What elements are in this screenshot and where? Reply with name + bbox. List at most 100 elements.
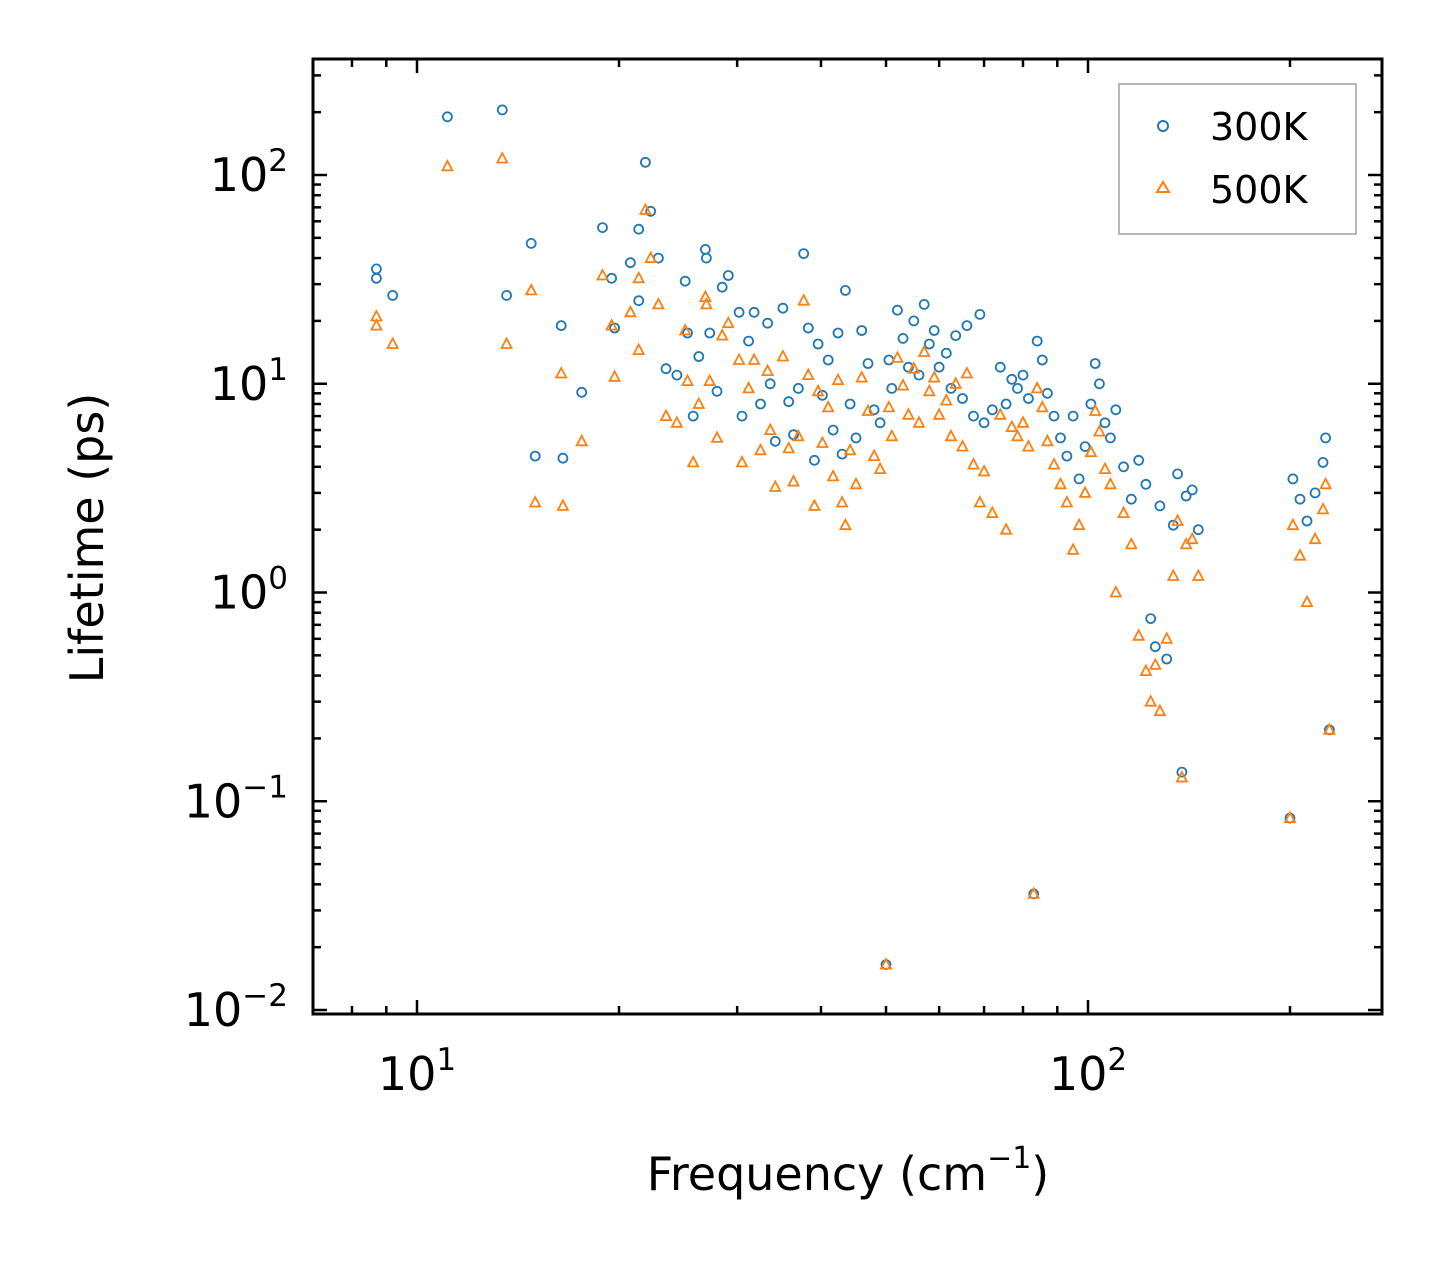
point-500k [1308, 531, 1322, 545]
point-300k [850, 432, 862, 444]
point-500k [1027, 886, 1041, 899]
point-500k [1166, 568, 1180, 581]
point-300k [827, 424, 839, 436]
point-300k [711, 385, 723, 397]
point-300k [671, 369, 683, 381]
point-300k [633, 295, 645, 307]
point-300k [764, 378, 776, 390]
point-500k [912, 415, 926, 428]
point-500k [821, 399, 835, 413]
point-500k [967, 457, 980, 470]
point-300k [1154, 500, 1166, 512]
point-500k [861, 403, 875, 416]
point-500k [791, 428, 805, 442]
point-300k [1036, 354, 1048, 366]
point-300k [1317, 456, 1329, 468]
point-300k [370, 272, 382, 284]
point-300k [529, 450, 541, 462]
point-300k [736, 410, 748, 422]
legend-box [1118, 83, 1357, 235]
point-500k [575, 433, 589, 447]
point-300k [1149, 641, 1161, 653]
point-500k [710, 430, 724, 443]
tick-labels: 101 102 10−2 10−1 100 101 102 [184, 143, 1127, 1101]
point-500k [386, 336, 400, 349]
point-300k [844, 398, 856, 410]
point-300k [597, 222, 608, 234]
point-300k [501, 289, 513, 301]
point-500k [922, 383, 936, 397]
point-300k [1089, 358, 1101, 369]
point-500k [692, 396, 706, 409]
series-500k-markers [369, 151, 1336, 970]
x-axis-title: Frequency (cm−1) [647, 1141, 1050, 1201]
y-tick-label: 101 [210, 352, 288, 411]
x-tick-label: 102 [1049, 1042, 1127, 1101]
point-300k [576, 386, 588, 398]
point-500k [670, 415, 684, 428]
point-500k [763, 422, 777, 436]
point-500k [495, 151, 509, 164]
point-500k [939, 393, 953, 406]
point-500k [524, 282, 538, 296]
point-300k [743, 335, 754, 347]
point-500k [838, 517, 852, 531]
point-500k [879, 957, 893, 970]
point-500k [787, 474, 800, 487]
point-500k [659, 408, 673, 422]
legend-label-300k: 300K [1210, 105, 1309, 149]
point-500k [1103, 476, 1117, 490]
point-300k [918, 298, 930, 310]
point-500k [907, 361, 921, 374]
point-300k [496, 104, 508, 116]
point-300k [928, 325, 940, 336]
point-300k [716, 281, 728, 293]
point-500k [608, 369, 622, 382]
point-300k [1110, 404, 1122, 416]
point-300k [645, 205, 657, 217]
point-300k [1140, 478, 1152, 490]
point-500k [826, 468, 840, 482]
point-500k [1160, 631, 1174, 644]
point-500k [855, 370, 869, 383]
point-500k [973, 495, 987, 508]
point-500k [721, 315, 735, 329]
point-500k [1011, 428, 1024, 442]
point-500k [1047, 457, 1061, 470]
point-500k [917, 344, 931, 357]
point-500k [1109, 585, 1123, 598]
point-300k [856, 325, 868, 336]
point-300k [1031, 335, 1043, 347]
point-300k [1320, 432, 1331, 444]
point-500k [1171, 513, 1185, 526]
point-300k [625, 257, 636, 269]
point-500k [890, 350, 904, 363]
legend-marker-300k [1157, 120, 1169, 132]
point-500k [901, 407, 915, 420]
point-300k [1055, 432, 1066, 444]
legend: 300K 500K [1118, 83, 1357, 235]
point-500k [623, 304, 637, 318]
point-300k [940, 347, 952, 359]
point-500k [831, 372, 845, 386]
point-300k [769, 435, 781, 447]
point-300k [748, 306, 760, 318]
point-300k [923, 338, 935, 350]
point-300k [733, 306, 745, 318]
point-500k [742, 380, 756, 394]
point-500k [1124, 536, 1138, 550]
point-500k [1066, 542, 1080, 555]
point-300k [950, 330, 962, 342]
point-300k [1186, 484, 1198, 496]
point-500k [703, 373, 717, 387]
point-500k [651, 296, 665, 310]
point-300k [387, 289, 399, 301]
point-300k [1012, 382, 1023, 394]
point-300k [1192, 524, 1204, 536]
point-300k [792, 382, 804, 394]
point-500k [815, 435, 829, 448]
point-300k [933, 361, 945, 373]
point-300k [1180, 490, 1192, 502]
point-500k [1300, 594, 1314, 607]
